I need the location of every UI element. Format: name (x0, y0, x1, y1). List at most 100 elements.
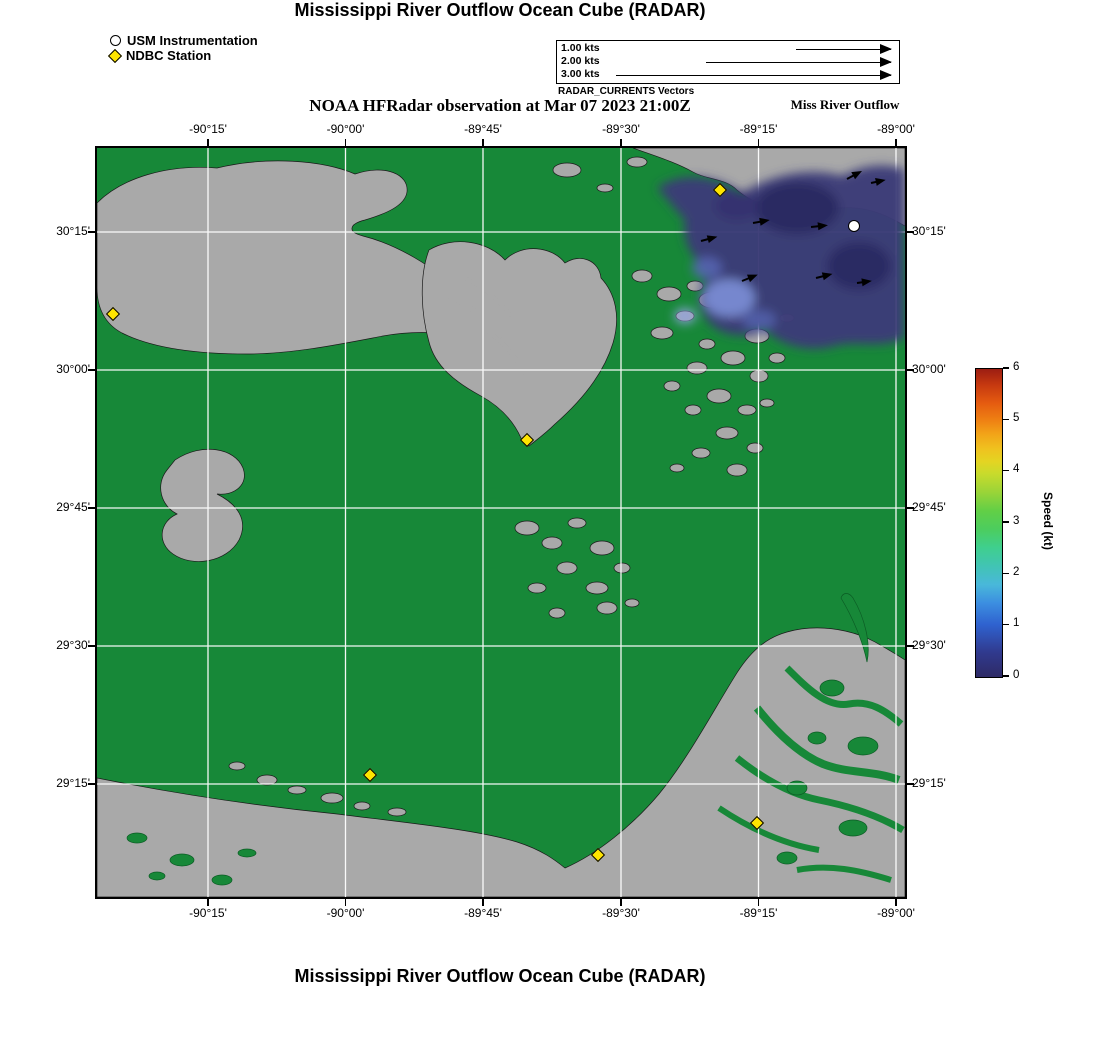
current-vector-arrow (700, 236, 715, 242)
lat-tick-mark (88, 369, 95, 371)
current-vector-arrow (815, 273, 830, 279)
usm-instrument-marker (848, 220, 860, 232)
radar-speed-field (657, 165, 905, 349)
colorbar-tick-label: 2 (1013, 565, 1020, 578)
lon-tick-mark (207, 139, 209, 146)
lat-tick-label-left: 30°00' (56, 362, 90, 376)
current-vector-arrow (846, 171, 860, 180)
lon-tick-mark (482, 139, 484, 146)
lat-tick-label-right: 30°00' (912, 362, 946, 376)
lat-tick-mark (907, 231, 914, 233)
lon-tick-mark (757, 899, 760, 906)
map-canvas (97, 148, 905, 897)
lon-tick-mark (344, 899, 347, 906)
ndbc-station-marker (519, 432, 535, 448)
colorbar-tick-label: 0 (1013, 668, 1020, 681)
lon-tick-label-bottom: -89°00' (877, 906, 915, 920)
map-graphics (97, 148, 905, 897)
lon-tick-label-top: -90°00' (326, 122, 365, 136)
lon-tick-label-top: -90°15' (189, 122, 227, 136)
lon-tick-mark (895, 899, 897, 906)
lon-tick-label-bottom: -89°30' (602, 906, 640, 920)
vector-scale-label: 3.00 kts (561, 68, 600, 80)
legend-ndbc-label: NDBC Station (126, 48, 212, 63)
legend-usm-label: USM Instrumentation (127, 33, 258, 48)
lat-tick-label-right: 29°30' (912, 638, 946, 652)
lon-tick-label-bottom: -89°15' (739, 906, 778, 920)
lon-tick-mark (207, 899, 209, 906)
lon-tick-label-top: -89°45' (464, 122, 502, 136)
colorbar-tick-mark (1003, 469, 1009, 472)
colorbar-label: Speed (kt) (1041, 491, 1055, 550)
vector-scale-box: 1.00 kts 2.00 kts 3.00 kts (556, 40, 900, 84)
current-vector-arrow (856, 280, 870, 284)
lat-tick-mark (907, 507, 914, 509)
colorbar-tick-mark (1003, 418, 1009, 421)
colorbar-tick-mark (1003, 675, 1009, 677)
lon-tick-mark (482, 899, 484, 906)
lat-tick-mark (907, 645, 914, 647)
figure-title-top: Mississippi River Outflow Ocean Cube (RA… (294, 0, 706, 20)
lon-tick-mark (344, 139, 347, 146)
barrier-island (840, 593, 869, 663)
vector-scale-caption: RADAR_CURRENTS Vectors (558, 86, 695, 97)
colorbar-tick-label: 1 (1013, 617, 1020, 630)
colorbar-tick-mark (1003, 521, 1009, 523)
lat-tick-mark (88, 507, 95, 509)
colorbar-tick-label: 6 (1013, 360, 1020, 373)
lon-tick-label-bottom: -90°00' (326, 906, 365, 920)
lon-tick-label-bottom: -89°45' (464, 906, 502, 920)
lon-tick-mark (895, 139, 897, 146)
lat-tick-label-right: 29°15' (912, 776, 946, 790)
lon-tick-label-top: -89°00' (877, 122, 915, 136)
lat-tick-label-left: 29°30' (56, 638, 90, 652)
lon-tick-label-top: -89°15' (739, 122, 778, 136)
lat-tick-label-right: 30°15' (912, 224, 946, 238)
lat-tick-mark (907, 783, 914, 785)
observation-subtitle: NOAA HFRadar observation at Mar 07 2023 … (309, 96, 691, 115)
ndbc-station-marker (362, 767, 378, 783)
lat-tick-label-left: 30°15' (56, 224, 90, 238)
colorbar-tick-mark (1003, 367, 1009, 369)
lon-tick-label-bottom: -90°15' (189, 906, 227, 920)
lat-tick-label-left: 29°15' (56, 776, 90, 790)
ndbc-station-marker (712, 182, 728, 198)
figure-title-bottom: Mississippi River Outflow Ocean Cube (RA… (294, 966, 706, 986)
ndbc-station-marker (749, 815, 765, 831)
lat-tick-mark (907, 369, 914, 371)
colorbar-tick-label: 5 (1013, 411, 1020, 424)
land-masses (97, 148, 905, 897)
map-legend: USM Instrumentation NDBC Station (107, 33, 258, 63)
lat-tick-mark (88, 645, 95, 647)
outflow-label: Miss River Outflow (790, 97, 900, 112)
colorbar-tick-label: 4 (1013, 463, 1020, 476)
current-vector-arrow (870, 179, 883, 184)
lon-tick-mark (620, 139, 622, 146)
lat-tick-mark (88, 783, 95, 785)
vector-scale-label: 1.00 kts (561, 42, 600, 54)
lat-tick-label-right: 29°45' (912, 500, 946, 514)
map-markers-layer (97, 148, 905, 897)
colorbar-tick-mark (1003, 623, 1009, 626)
current-vector-arrow (741, 274, 756, 282)
lat-tick-label-left: 29°45' (56, 500, 90, 514)
lat-tick-mark (88, 231, 95, 233)
marsh-water-channels (126, 593, 905, 886)
vector-scale-label: 2.00 kts (561, 55, 600, 67)
ndbc-diamond-icon (107, 48, 123, 63)
vector-scale-arrow (616, 70, 892, 80)
current-vector-arrow (810, 224, 826, 228)
colorbar-tick-mark (1003, 572, 1009, 575)
colorbar-tick-label: 3 (1013, 514, 1020, 527)
current-vector-arrow (752, 219, 767, 224)
legend-row-ndbc: NDBC Station (107, 48, 258, 63)
colorbar (975, 368, 1003, 678)
lon-tick-mark (620, 899, 622, 906)
vector-scale-arrow (796, 44, 892, 54)
vector-scale-arrow (706, 57, 892, 67)
lon-tick-label-top: -89°30' (602, 122, 640, 136)
legend-row-usm: USM Instrumentation (110, 33, 258, 48)
usm-circle-icon (110, 35, 121, 46)
ndbc-station-marker (105, 306, 121, 322)
